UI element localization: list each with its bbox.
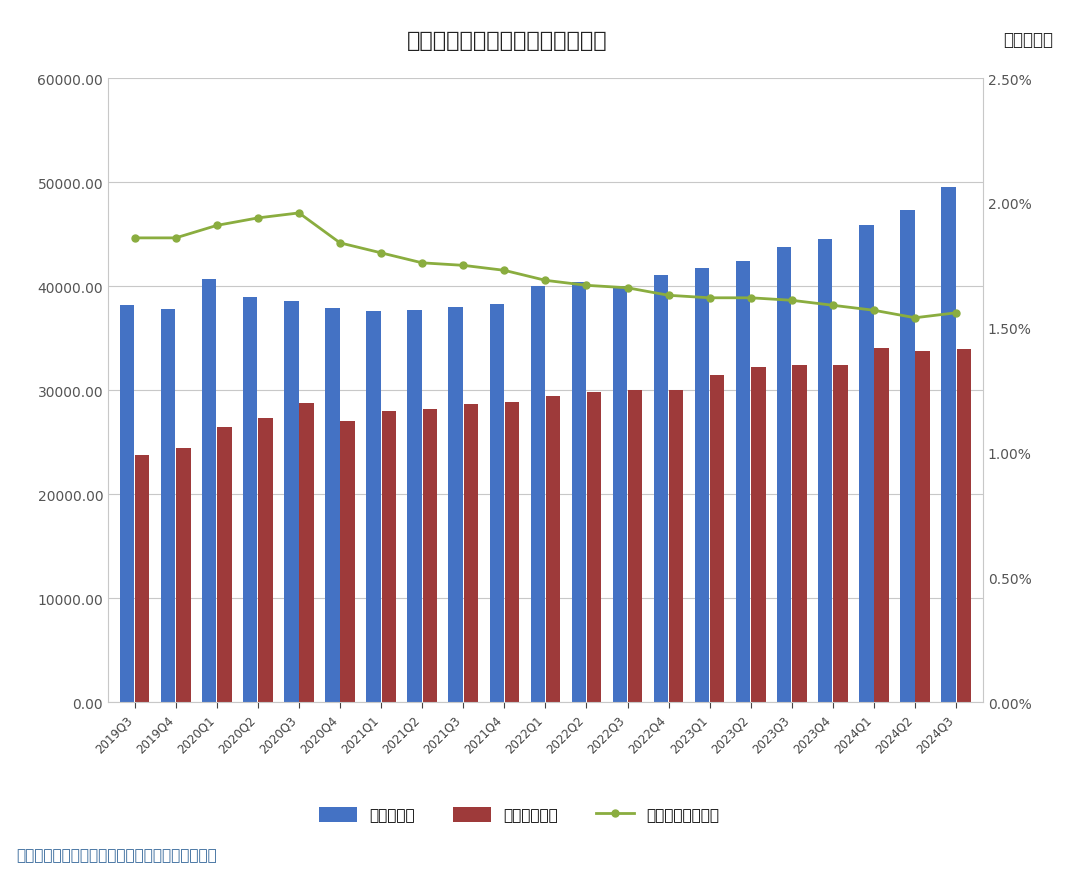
Bar bbox=[669, 391, 684, 702]
Bar bbox=[325, 309, 339, 702]
Bar bbox=[120, 306, 134, 702]
不良贷款率（右） bbox=[744, 293, 757, 304]
Bar bbox=[422, 409, 437, 702]
Bar bbox=[612, 287, 627, 702]
Bar bbox=[586, 392, 602, 702]
Bar bbox=[284, 301, 298, 702]
Bar bbox=[407, 311, 422, 702]
Bar bbox=[530, 287, 545, 702]
Bar bbox=[258, 419, 272, 702]
Bar bbox=[489, 305, 504, 702]
Bar bbox=[299, 403, 314, 702]
不良贷款率（右） bbox=[457, 261, 470, 271]
Bar bbox=[463, 404, 478, 702]
Bar bbox=[161, 310, 175, 702]
Bar bbox=[176, 449, 190, 702]
不良贷款率（右） bbox=[867, 306, 880, 316]
不良贷款率（右） bbox=[498, 266, 511, 277]
不良贷款率（右） bbox=[580, 281, 593, 291]
Bar bbox=[735, 262, 751, 702]
Bar bbox=[545, 397, 561, 702]
Bar bbox=[793, 366, 807, 702]
不良贷款率（右） bbox=[334, 238, 347, 248]
Legend: 关注类贷款, 不良贷款余额, 不良贷款率（右）: 关注类贷款, 不良贷款余额, 不良贷款率（右） bbox=[312, 801, 726, 829]
Text: 图２：全国商业银行信贷资产质量: 图２：全国商业银行信贷资产质量 bbox=[407, 31, 608, 51]
Bar bbox=[875, 348, 889, 702]
Bar bbox=[504, 402, 519, 702]
Bar bbox=[777, 248, 792, 702]
Bar bbox=[860, 226, 874, 702]
Bar bbox=[694, 270, 710, 702]
不良贷款率（右） bbox=[375, 248, 388, 259]
Bar bbox=[916, 351, 930, 702]
不良贷款率（右） bbox=[416, 258, 429, 269]
Bar bbox=[135, 455, 149, 702]
Bar bbox=[752, 368, 766, 702]
Bar bbox=[202, 279, 216, 702]
Bar bbox=[243, 297, 257, 702]
Bar bbox=[627, 391, 643, 702]
Bar bbox=[571, 283, 586, 702]
Bar bbox=[653, 276, 669, 702]
不良贷款率（右） bbox=[662, 291, 675, 301]
不良贷款率（右） bbox=[949, 308, 962, 319]
Line: 不良贷款率（右）: 不良贷款率（右） bbox=[132, 210, 959, 322]
Bar bbox=[340, 421, 355, 702]
不良贷款率（右） bbox=[129, 234, 141, 244]
Bar bbox=[942, 188, 956, 702]
不良贷款率（右） bbox=[621, 284, 634, 294]
不良贷款率（右） bbox=[539, 276, 552, 286]
不良贷款率（右） bbox=[703, 293, 716, 304]
Bar bbox=[381, 412, 396, 702]
不良贷款率（右） bbox=[785, 296, 798, 306]
Bar bbox=[217, 427, 231, 702]
不良贷款率（右） bbox=[211, 221, 224, 232]
Text: 单位：亿元: 单位：亿元 bbox=[1003, 31, 1053, 48]
Bar bbox=[819, 240, 833, 702]
Bar bbox=[448, 307, 463, 702]
Bar bbox=[710, 375, 725, 702]
不良贷款率（右） bbox=[908, 313, 921, 324]
Text: 数据来源：国家金融监督管理总局，联合资信整理: 数据来源：国家金融监督管理总局，联合资信整理 bbox=[16, 847, 217, 862]
Bar bbox=[901, 211, 915, 702]
Bar bbox=[957, 349, 971, 702]
不良贷款率（右） bbox=[293, 208, 306, 219]
Bar bbox=[366, 312, 381, 702]
不良贷款率（右） bbox=[252, 213, 265, 224]
Bar bbox=[834, 366, 848, 702]
不良贷款率（右） bbox=[170, 234, 183, 244]
不良贷款率（右） bbox=[826, 300, 839, 311]
